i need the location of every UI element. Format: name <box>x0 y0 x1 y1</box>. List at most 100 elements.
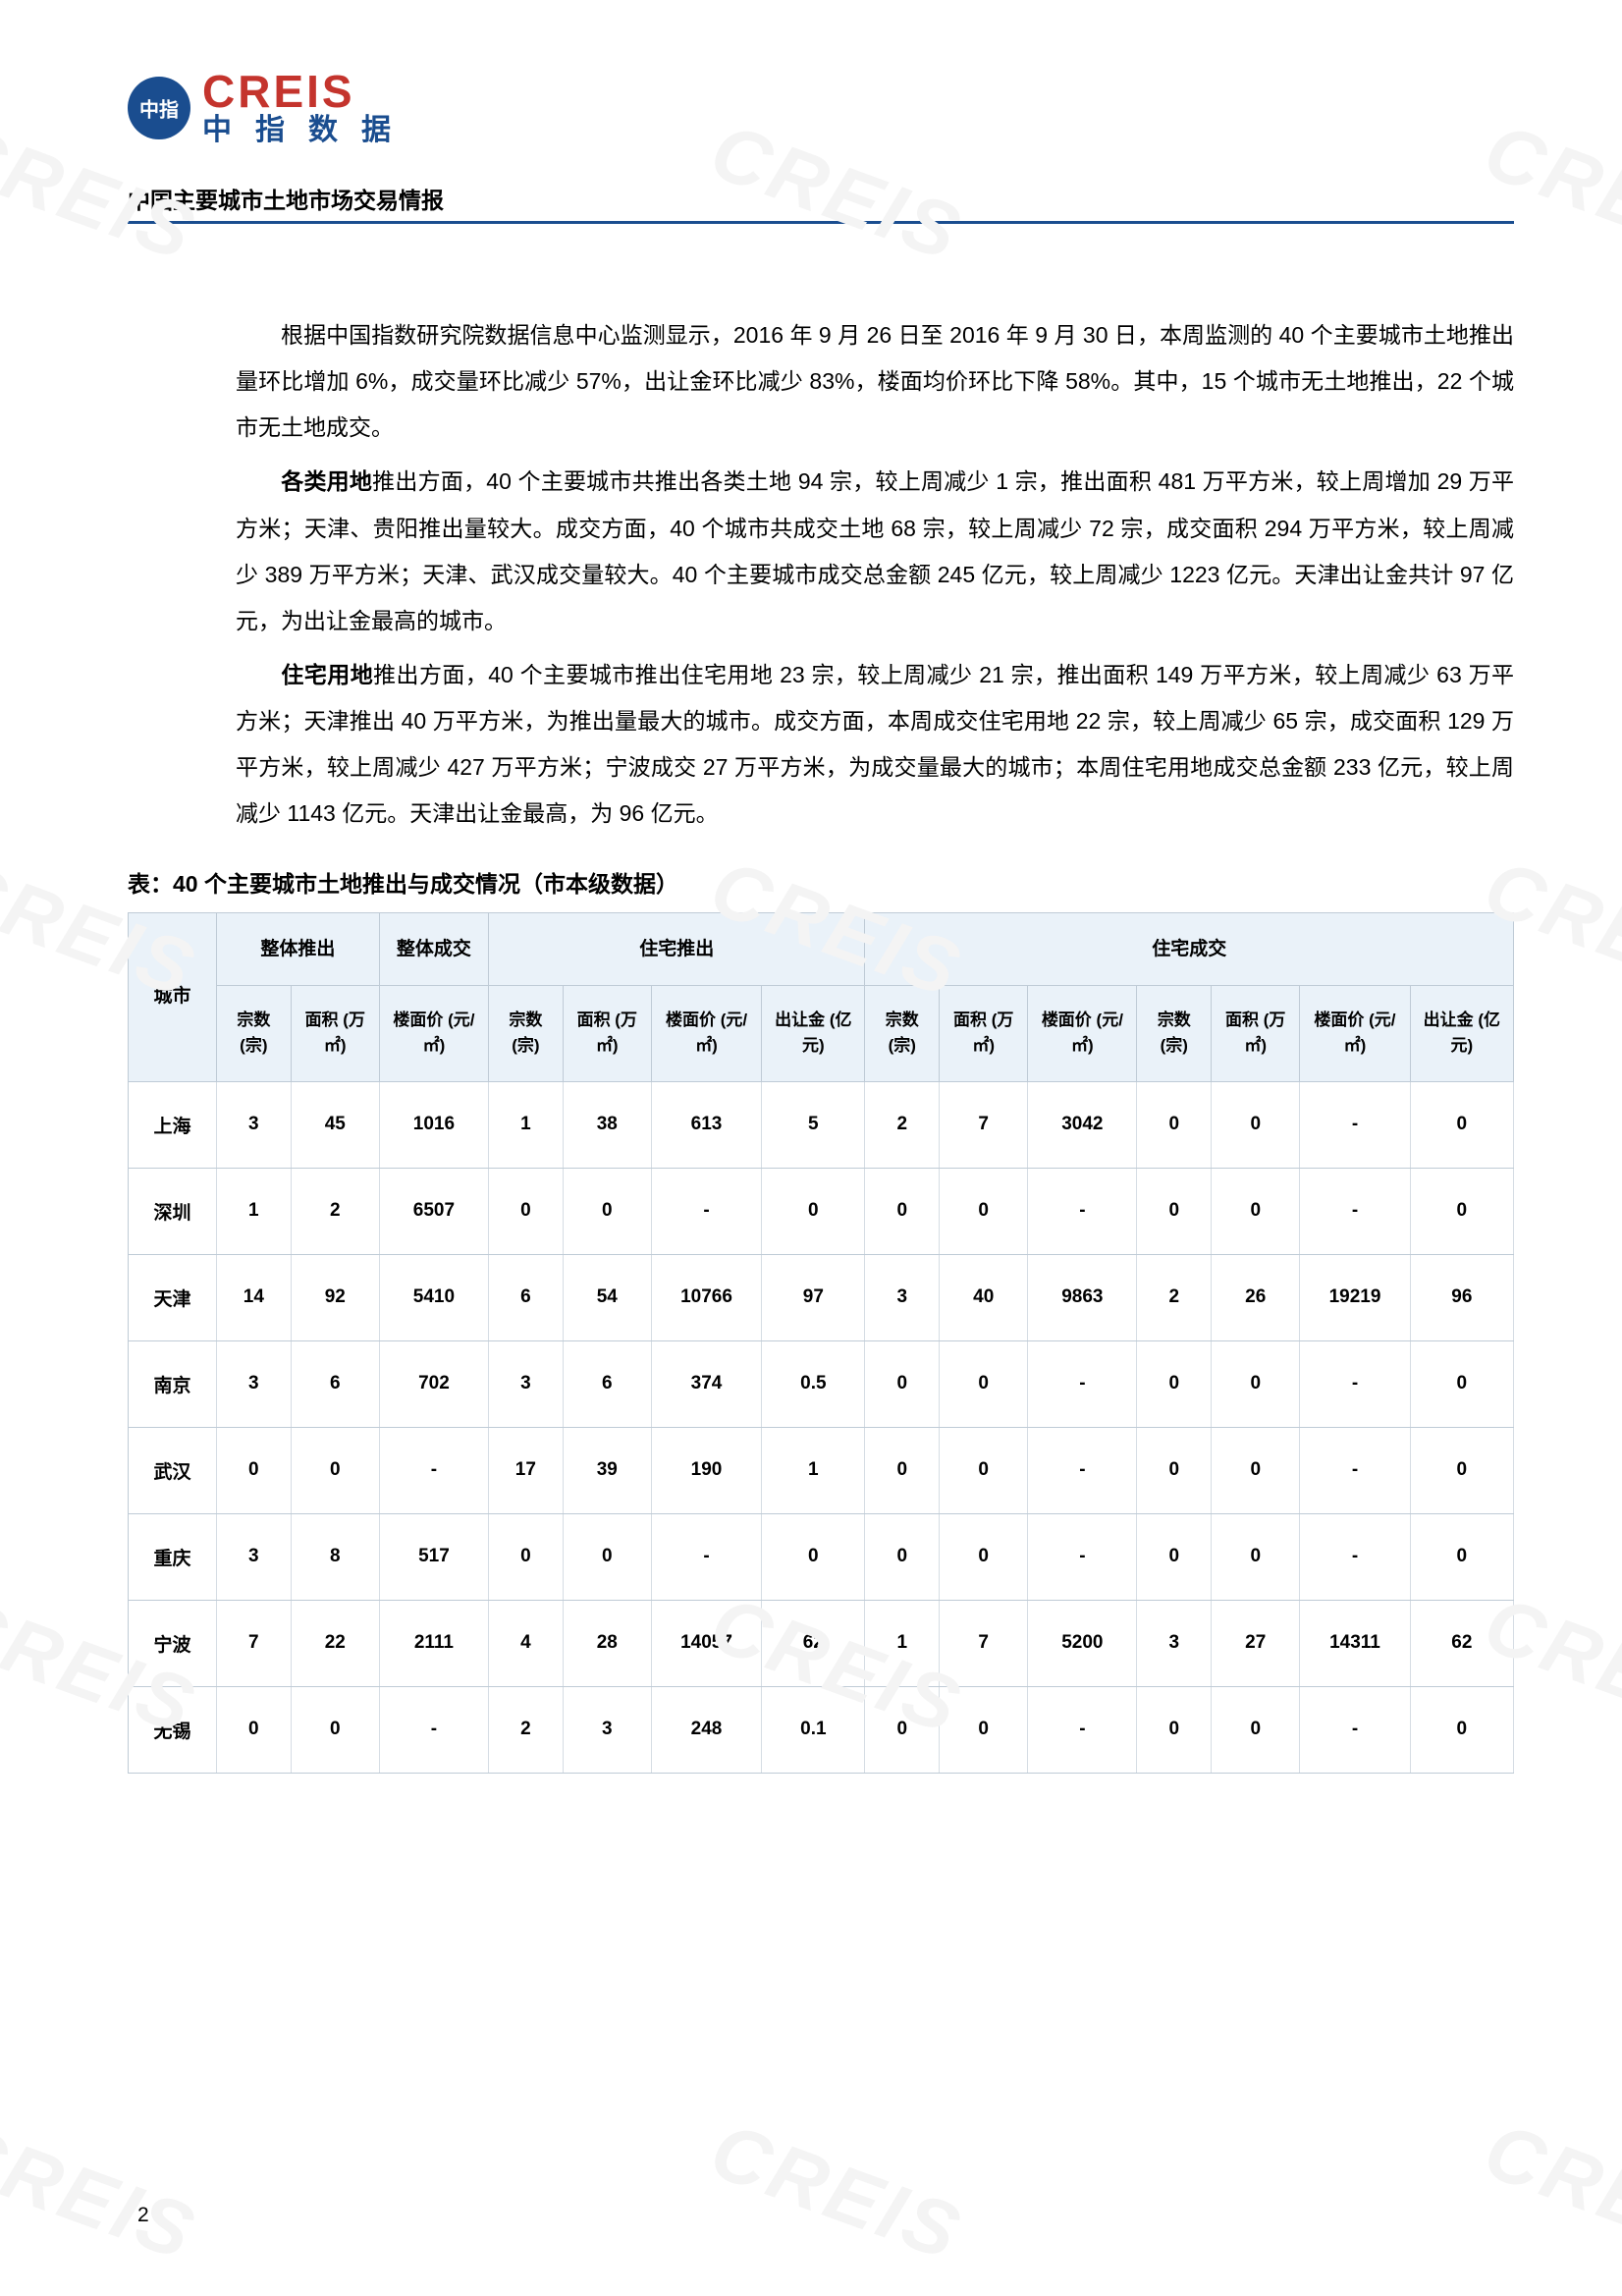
table-cell: 0.1 <box>762 1686 865 1773</box>
data-table: 城市 整体推出 整体成交 住宅推出 住宅成交 宗数 (宗) 面积 (万㎡) 楼面… <box>128 912 1514 1774</box>
table-cell: 17 <box>489 1427 564 1513</box>
table-cell: 27 <box>1212 1600 1300 1686</box>
table-cell: 0 <box>1410 1081 1513 1168</box>
table-cell: 96 <box>1410 1254 1513 1340</box>
table-cell: 0 <box>1212 1168 1300 1254</box>
table-cell: 0 <box>1410 1686 1513 1773</box>
table-cell: 40 <box>940 1254 1028 1340</box>
table-cell: 0 <box>1137 1168 1212 1254</box>
table-cell: 26 <box>1212 1254 1300 1340</box>
table-cell: 0 <box>1410 1427 1513 1513</box>
table-cell: 14 <box>217 1254 292 1340</box>
table-cell: 0 <box>1212 1081 1300 1168</box>
table-cell: 宁波 <box>129 1600 217 1686</box>
table-cell: 重庆 <box>129 1513 217 1600</box>
table-cell: - <box>379 1427 488 1513</box>
table-cell: 南京 <box>129 1340 217 1427</box>
th-city: 城市 <box>129 912 217 1081</box>
table-cell: 0 <box>940 1168 1028 1254</box>
table-cell: 0 <box>291 1686 379 1773</box>
table-cell: 702 <box>379 1340 488 1427</box>
table-cell: 0 <box>1137 1081 1212 1168</box>
paragraph-2-lead: 各类用地 <box>281 468 372 494</box>
table-cell: 0 <box>489 1168 564 1254</box>
table-cell: 14311 <box>1300 1600 1410 1686</box>
table-cell: - <box>1300 1513 1410 1600</box>
table-cell: 0 <box>1212 1513 1300 1600</box>
logo-main-text: CREIS <box>202 69 414 114</box>
table-row: 深圳12650700-000-00-0 <box>129 1168 1514 1254</box>
table-cell: 4 <box>489 1600 564 1686</box>
table-cell: 0 <box>865 1168 940 1254</box>
table-cell: 5200 <box>1028 1600 1137 1686</box>
table-cell: 0 <box>1137 1427 1212 1513</box>
table-cell: 0 <box>1212 1427 1300 1513</box>
table-cell: 0 <box>762 1513 865 1600</box>
table-cell: 0 <box>563 1513 651 1600</box>
table-cell: 2111 <box>379 1600 488 1686</box>
table-header: 城市 整体推出 整体成交 住宅推出 住宅成交 宗数 (宗) 面积 (万㎡) 楼面… <box>129 912 1514 1081</box>
table-cell: 92 <box>291 1254 379 1340</box>
th-overall-deal: 整体成交 <box>379 912 488 985</box>
th-sub-floor-2: 楼面价 (元/㎡) <box>651 985 761 1081</box>
paragraph-3: 住宅用地推出方面，40 个主要城市推出住宅用地 23 宗，较上周减少 21 宗，… <box>128 652 1514 838</box>
table-cell: - <box>1300 1340 1410 1427</box>
table-cell: - <box>1028 1686 1137 1773</box>
table-cell: - <box>1028 1513 1137 1600</box>
paragraph-1-text: 根据中国指数研究院数据信息中心监测显示，2016 年 9 月 26 日至 201… <box>236 322 1514 440</box>
table-cell: 0 <box>1212 1340 1300 1427</box>
table-cell: 517 <box>379 1513 488 1600</box>
table-cell: 3 <box>1137 1600 1212 1686</box>
table-cell: 248 <box>651 1686 761 1773</box>
paragraph-3-lead: 住宅用地 <box>281 662 373 687</box>
th-sub-area-4: 面积 (万㎡) <box>1212 985 1300 1081</box>
table-cell: 7 <box>940 1600 1028 1686</box>
table-cell: 0 <box>1137 1686 1212 1773</box>
table-cell: 19219 <box>1300 1254 1410 1340</box>
table-cell: 0 <box>865 1340 940 1427</box>
table-cell: 7 <box>217 1600 292 1686</box>
table-cell: - <box>1300 1686 1410 1773</box>
table-cell: 0 <box>940 1686 1028 1773</box>
table-cell: 武汉 <box>129 1427 217 1513</box>
table-cell: 3 <box>217 1340 292 1427</box>
table-cell: 1 <box>865 1600 940 1686</box>
th-res-deal: 住宅成交 <box>865 912 1514 985</box>
table-cell: 0 <box>291 1427 379 1513</box>
paragraph-3-text: 推出方面，40 个主要城市推出住宅用地 23 宗，较上周减少 21 宗，推出面积… <box>236 662 1514 826</box>
table-cell: 0 <box>1212 1686 1300 1773</box>
th-sub-count-4: 宗数 (宗) <box>1137 985 1212 1081</box>
table-cell: 190 <box>651 1427 761 1513</box>
th-sub-count-1: 宗数 (宗) <box>217 985 292 1081</box>
th-sub-grant-2: 出让金 (亿元) <box>762 985 865 1081</box>
table-cell: 0 <box>940 1340 1028 1427</box>
th-sub-area-2: 面积 (万㎡) <box>563 985 651 1081</box>
table-cell: 3 <box>489 1340 564 1427</box>
th-sub-floor-4: 楼面价 (元/㎡) <box>1300 985 1410 1081</box>
table-row: 重庆3851700-000-00-0 <box>129 1513 1514 1600</box>
table-cell: 6507 <box>379 1168 488 1254</box>
table-cell: 0 <box>940 1427 1028 1513</box>
doc-subtitle: 中国主要城市土地市场交易情报 <box>128 188 444 213</box>
table-cell: 0 <box>1410 1340 1513 1427</box>
table-row: 无锡00-232480.100-00-0 <box>129 1686 1514 1773</box>
th-sub-area-1: 面积 (万㎡) <box>291 985 379 1081</box>
table-cell: 9863 <box>1028 1254 1137 1340</box>
table-cell: 10766 <box>651 1254 761 1340</box>
table-cell: 3 <box>865 1254 940 1340</box>
table-cell: 97 <box>762 1254 865 1340</box>
table-cell: 0 <box>762 1168 865 1254</box>
table-cell: - <box>651 1168 761 1254</box>
paragraph-1: 根据中国指数研究院数据信息中心监测显示，2016 年 9 月 26 日至 201… <box>128 312 1514 451</box>
table-cell: 54 <box>563 1254 651 1340</box>
table-cell: 天津 <box>129 1254 217 1340</box>
table-cell: 1 <box>217 1168 292 1254</box>
table-row: 天津14925410654107669734098632261921996 <box>129 1254 1514 1340</box>
th-overall-push: 整体推出 <box>217 912 380 985</box>
table-cell: 45 <box>291 1081 379 1168</box>
th-sub-count-2: 宗数 (宗) <box>489 985 564 1081</box>
th-sub-floor-1: 楼面价 (元/㎡) <box>379 985 488 1081</box>
table-cell: 14057 <box>651 1600 761 1686</box>
table-cell: 374 <box>651 1340 761 1427</box>
table-cell: 0 <box>217 1427 292 1513</box>
